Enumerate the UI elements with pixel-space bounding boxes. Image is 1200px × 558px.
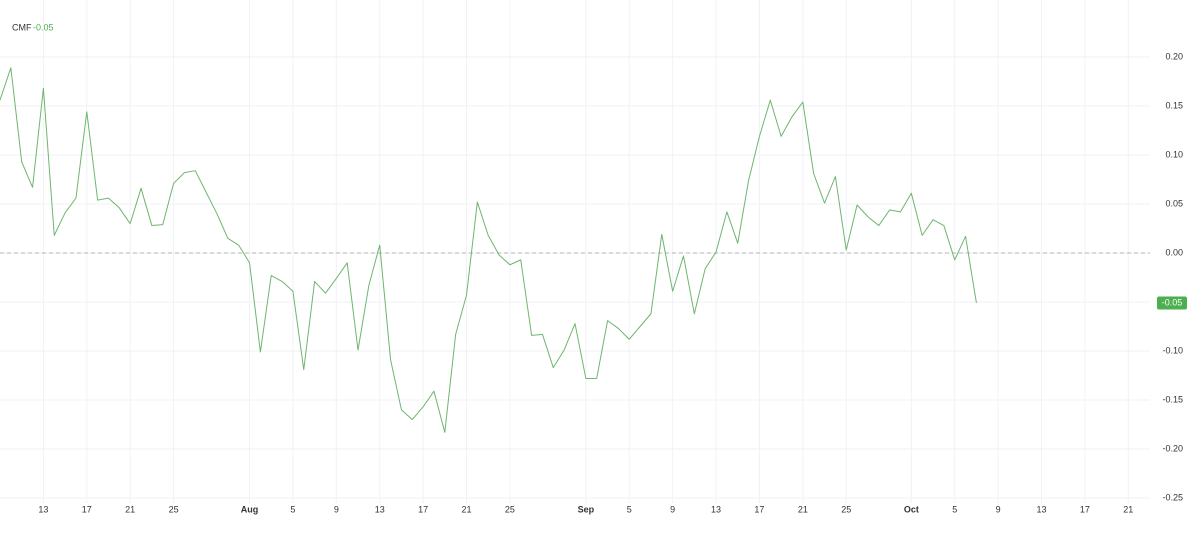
x-tick-label: Oct [904, 504, 919, 514]
indicator-name: CMF [12, 22, 32, 32]
y-tick-label: -0.25 [1162, 492, 1183, 502]
x-tick-label: 21 [798, 504, 808, 514]
y-tick-label: 0.05 [1165, 198, 1183, 208]
cmf-line [0, 67, 977, 433]
last-value-badge [1157, 296, 1187, 310]
y-tick-label: 0.20 [1165, 51, 1183, 61]
y-tick-label: -0.15 [1162, 394, 1183, 404]
x-tick-label: Sep [578, 504, 595, 514]
x-tick-label: 5 [290, 504, 295, 514]
x-tick-label: 5 [627, 504, 632, 514]
y-tick-label: 0.10 [1165, 149, 1183, 159]
x-tick-label: 17 [1080, 504, 1090, 514]
x-tick-label: 21 [1123, 504, 1133, 514]
x-tick-label: 9 [670, 504, 675, 514]
x-tick-label: 21 [462, 504, 472, 514]
x-tick-label: 21 [125, 504, 135, 514]
x-tick-label: 5 [952, 504, 957, 514]
y-tick-label: -0.20 [1162, 443, 1183, 453]
x-tick-label: Aug [241, 504, 259, 514]
x-tick-label: 25 [841, 504, 851, 514]
x-tick-label: 17 [754, 504, 764, 514]
last-value-label: -0.05 [1162, 297, 1183, 307]
x-tick-label: 25 [505, 504, 515, 514]
x-tick-label: 13 [711, 504, 721, 514]
x-tick-label: 9 [334, 504, 339, 514]
y-tick-label: 0.15 [1165, 100, 1183, 110]
y-tick-label: 0.00 [1165, 247, 1183, 257]
x-tick-label: 9 [996, 504, 1001, 514]
y-tick-label: -0.10 [1162, 345, 1183, 355]
x-tick-label: 17 [82, 504, 92, 514]
x-tick-label: 17 [418, 504, 428, 514]
x-tick-label: 25 [169, 504, 179, 514]
x-tick-label: 13 [375, 504, 385, 514]
x-tick-label: 13 [1037, 504, 1047, 514]
x-tick-label: 13 [38, 504, 48, 514]
